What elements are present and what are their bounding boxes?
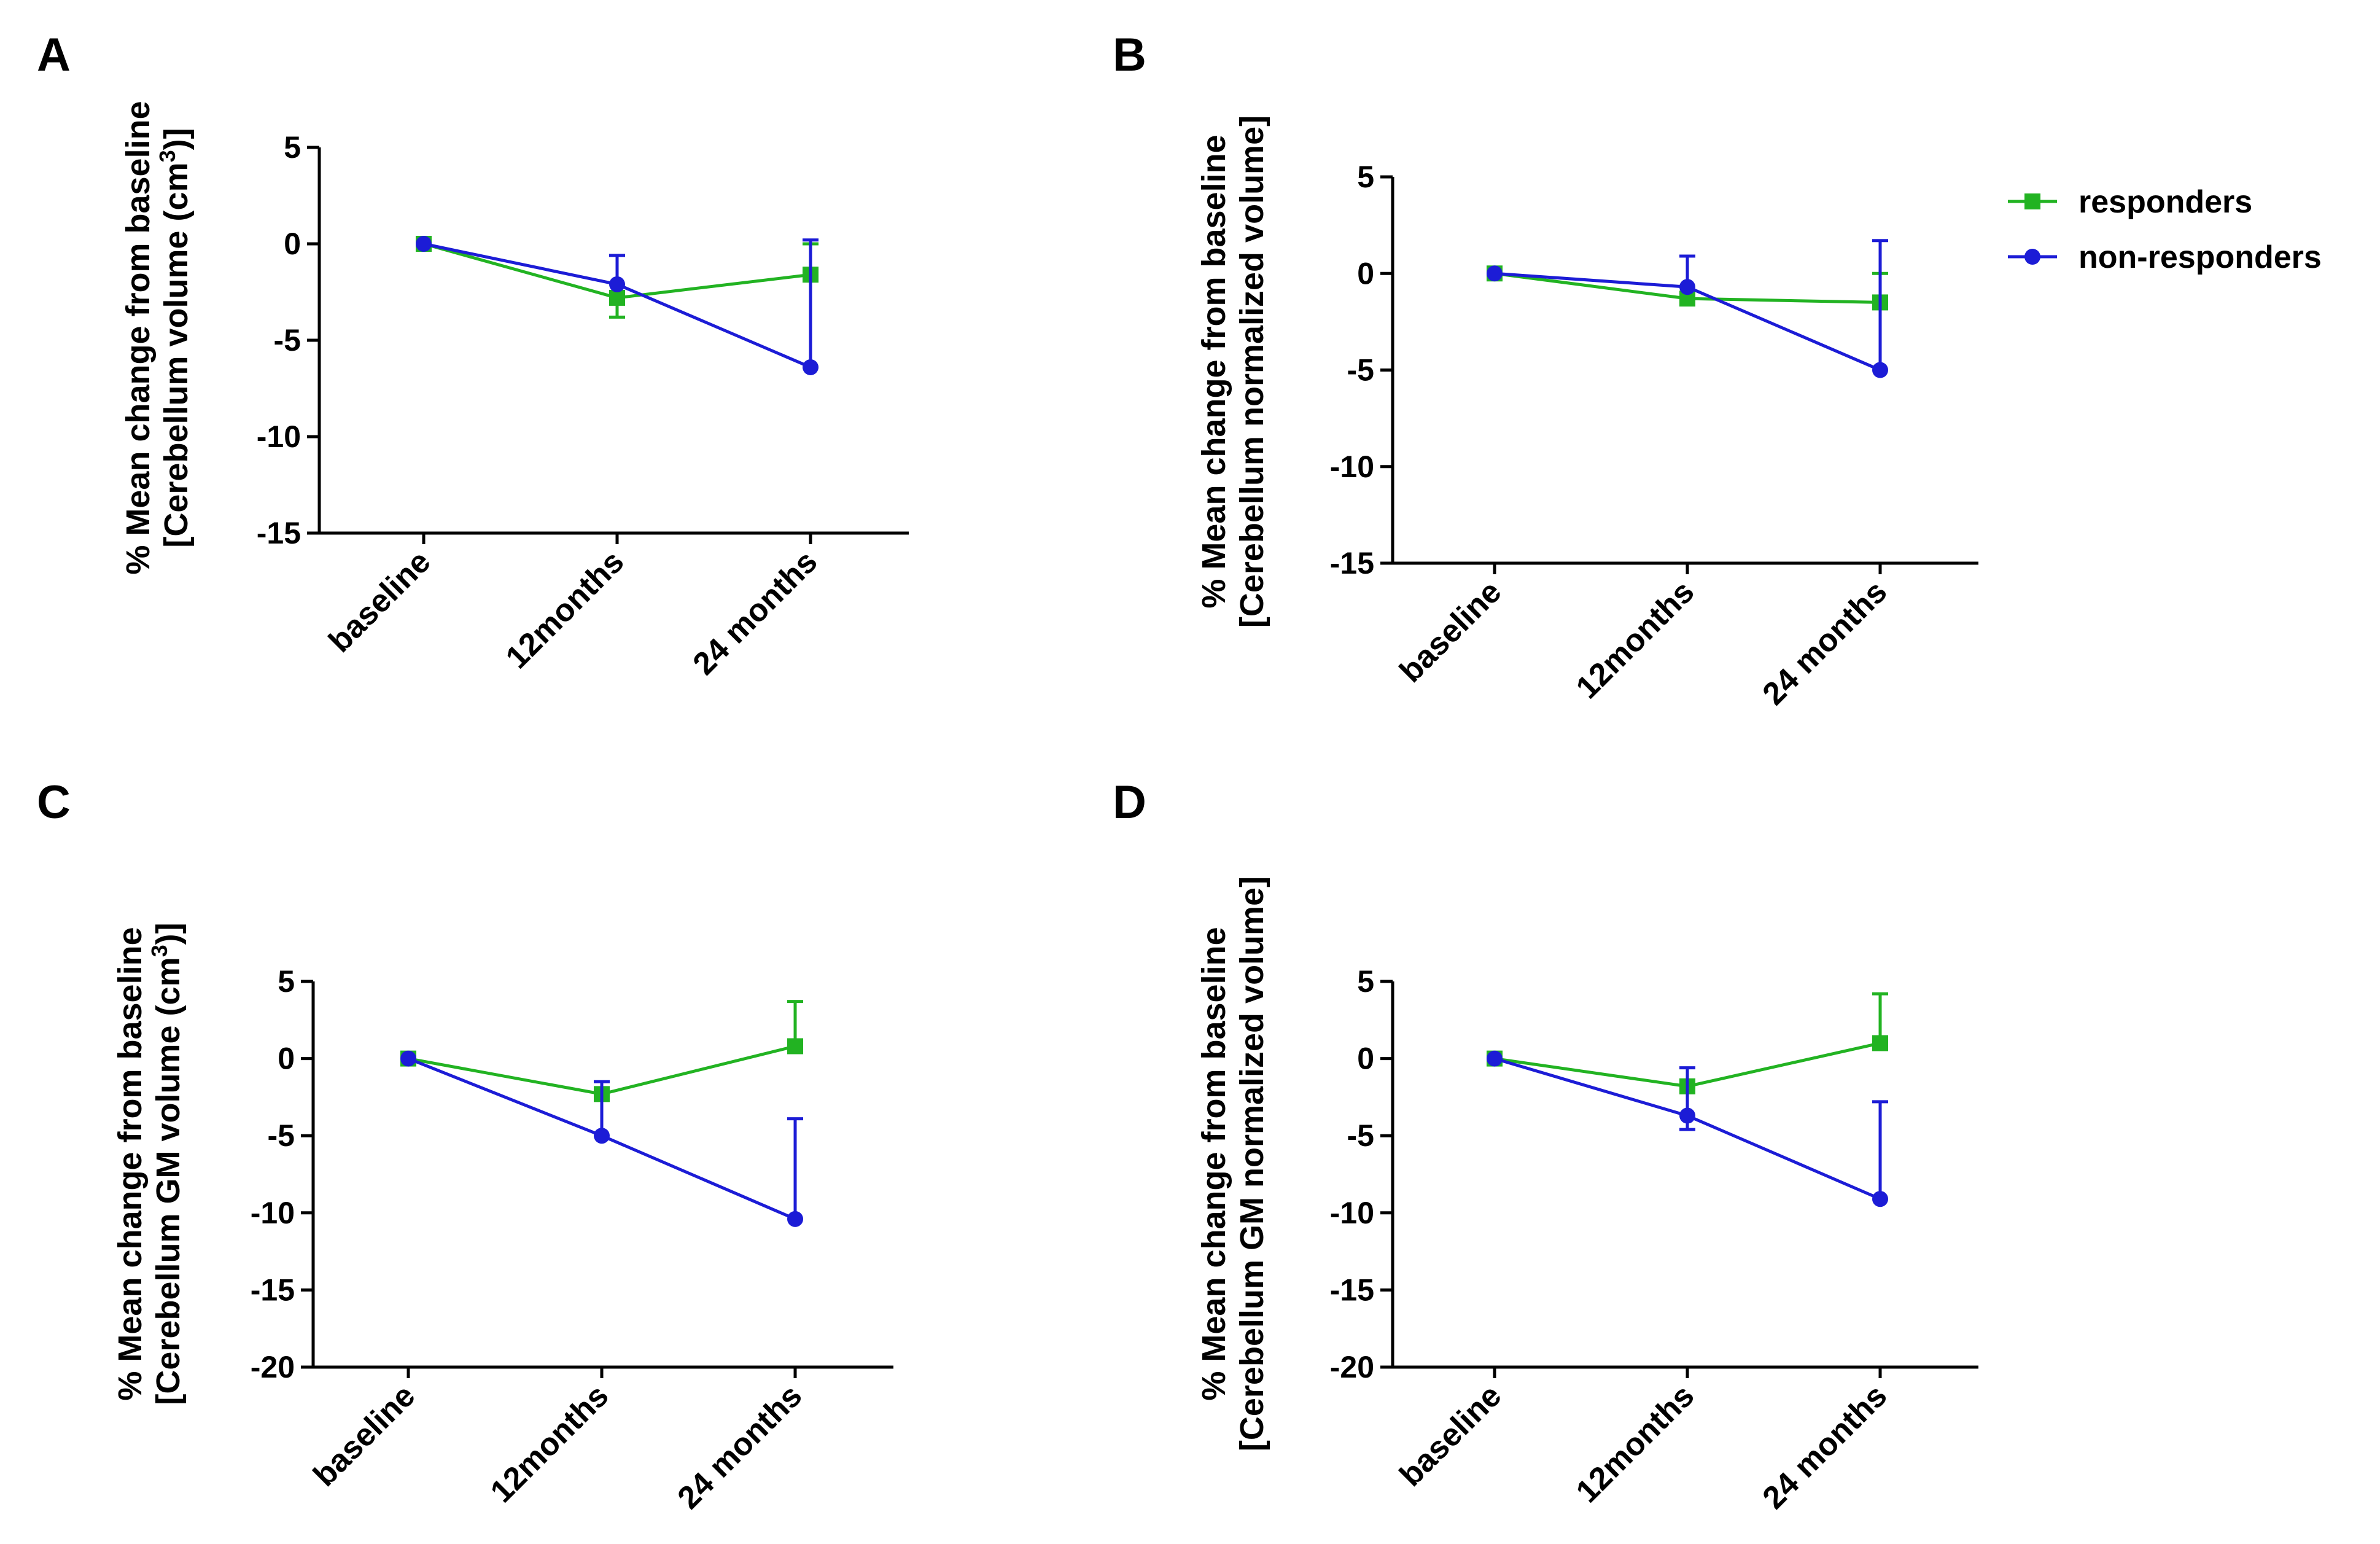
series-non-responders [1487,1050,1888,1207]
y-axis-label-line1: % Mean change from baseline [1196,135,1232,608]
data-point-circle [400,1050,416,1067]
x-tick-label: baseline [1393,1378,1508,1493]
x-tick-label: 24 months [686,544,825,682]
data-point-circle [1872,362,1888,378]
panel-d: D 5 0 -5 -10 -15 -20 baseline 12months 24 months%… [1113,776,1978,1516]
y-tick-label: -15 [1330,546,1374,580]
y-tick-label: -10 [1330,1196,1374,1230]
data-point-circle [594,1128,610,1144]
x-tick-label: 12months [1569,1378,1701,1510]
y-axis-label-line2: [Cerebellum GM normalized volume] [1234,876,1270,1451]
data-point-square [1872,1035,1888,1051]
y-tick-label: -20 [1330,1350,1374,1384]
y-tick-label: 0 [1357,256,1374,290]
y-axis-label: % Mean change from baseline[Cerebellum n… [1196,115,1270,628]
y-tick-label: -5 [1347,353,1374,388]
panel-letter: A [37,29,71,81]
series-non-responders [416,236,819,375]
y-tick-label: -5 [1347,1118,1374,1153]
panel-a: A 5 0 -5 -10 -15 baseline 12months 24 months % Me… [37,29,909,682]
y-tick-label: 5 [278,964,295,999]
panel-letter: D [1113,776,1146,829]
panel-b: B 5 0 -5 -10 -15 baseline 12months 24 months % Me… [1113,29,1978,712]
x-tick-label: 12months [1569,574,1701,706]
x-tick-label: 24 months [1756,1378,1894,1516]
data-point-circle [1872,1191,1888,1207]
series-non-responders [400,1050,803,1227]
y-axis-label-line2: [Cerebellum volume (cm [158,162,195,547]
y-axis-label-line1: % Mean change from baseline [1196,927,1232,1400]
data-point-circle [787,1211,803,1227]
x-tick-label: 12months [484,1378,616,1510]
y-tick-label: 0 [1357,1042,1374,1076]
legend: responders non-responders [2008,184,2322,275]
legend-marker-square [2024,193,2040,209]
x-tick-label: 24 months [1756,574,1894,712]
y-tick-label: -10 [257,419,301,454]
y-tick-label: 0 [284,227,301,261]
y-axis-label-line1: % Mean change from baseline [112,927,149,1400]
x-tick-label: baseline [306,1378,422,1493]
data-point-circle [1487,265,1503,282]
y-axis-label: % Mean change from baseline[Cerebellum G… [112,922,187,1405]
y-axis-label: % Mean change from baseline[Cerebellum G… [1196,876,1270,1451]
y-tick-label: -15 [251,1273,295,1307]
y-axis-label-line2: [Cerebellum normalized volume] [1234,115,1270,628]
y-tick-label: -20 [251,1350,295,1384]
data-point-square [787,1038,803,1055]
y-axis-label-line2: [Cerebellum GM volume (cm [150,957,187,1405]
y-tick-label: -5 [268,1118,295,1153]
panel-letter: B [1113,29,1146,81]
y-axis-label-superscript: 3 [147,945,172,957]
series-non-responders [1487,239,1888,378]
panel-letter: C [37,776,71,829]
data-point-circle [1679,1107,1695,1124]
data-point-circle [1487,1050,1503,1067]
panel-c: C 5 0 -5 -10 -15 -20 baseline 12months 24 months%… [37,776,893,1516]
y-tick-label: -15 [1330,1273,1374,1307]
x-tick-label: 12months [499,544,631,676]
y-tick-label: 0 [278,1042,295,1076]
legend-marker-circle [2024,249,2040,265]
data-point-square [609,289,625,306]
y-axis-label: % Mean change from baseline[Cerebellum v… [120,101,195,574]
y-tick-label: -10 [251,1196,295,1230]
x-tick-label: baseline [322,544,437,659]
data-point-circle [1679,279,1695,295]
y-axis-label-line1: % Mean change from baseline [120,101,157,574]
y-axis-label-superscript: 3 [155,150,180,162]
x-tick-label: baseline [1393,574,1508,689]
y-axis-label-line2-end: )] [158,128,195,150]
data-point-circle [609,276,625,292]
legend-label: responders [2079,184,2252,220]
legend-label: non-responders [2079,240,2322,275]
x-tick-label: 24 months [671,1378,809,1516]
y-axis-label-line2-end: )] [150,922,187,945]
y-tick-label: -5 [274,323,301,357]
data-point-circle [803,359,819,375]
y-tick-label: 5 [1357,160,1374,194]
y-tick-label: -10 [1330,450,1374,484]
data-point-circle [416,236,432,252]
y-tick-label: 5 [284,130,301,165]
y-tick-label: -15 [257,516,301,550]
y-tick-label: 5 [1357,964,1374,999]
